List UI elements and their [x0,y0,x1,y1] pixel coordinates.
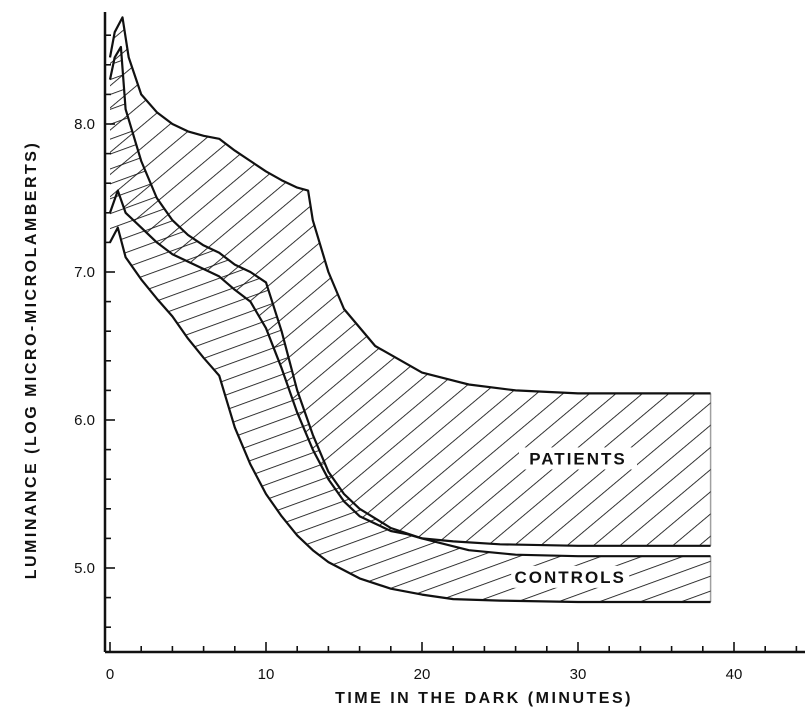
x-tick-label: 30 [570,666,587,683]
controls-band-fill [110,47,711,602]
patients-label: PATIENTS [529,449,627,468]
x-tick-label: 0 [106,666,114,683]
y-axis-title: LUMINANCE (LOG MICRO-MICROLAMBERTS) [23,141,40,580]
controls-lower-curve [109,226,711,604]
patients-label-backing [519,447,637,470]
patients-upper-curve [108,16,711,395]
x-tick-label: 20 [414,666,431,683]
region-labels: PATIENTS CONTROLS [511,447,637,588]
controls-label-backing [511,565,630,588]
band-regions [108,16,712,604]
x-tick-label: 40 [726,666,743,683]
y-tick-label: 7.0 [74,264,95,281]
x-axis-title: TIME IN THE DARK (MINUTES) [335,690,633,707]
patients-lower-curve [108,189,711,547]
y-tick-label: 6.0 [74,412,95,429]
y-tick-label: 8.0 [74,116,95,133]
y-tick-label: 5.0 [74,560,95,577]
controls-upper-curve [108,45,711,558]
x-tick-label: 10 [258,666,275,683]
controls-label: CONTROLS [515,568,626,587]
axes: 5.0 6.0 7.0 8.0 0 10 20 30 40 [74,12,805,683]
patients-band-fill [110,17,711,546]
